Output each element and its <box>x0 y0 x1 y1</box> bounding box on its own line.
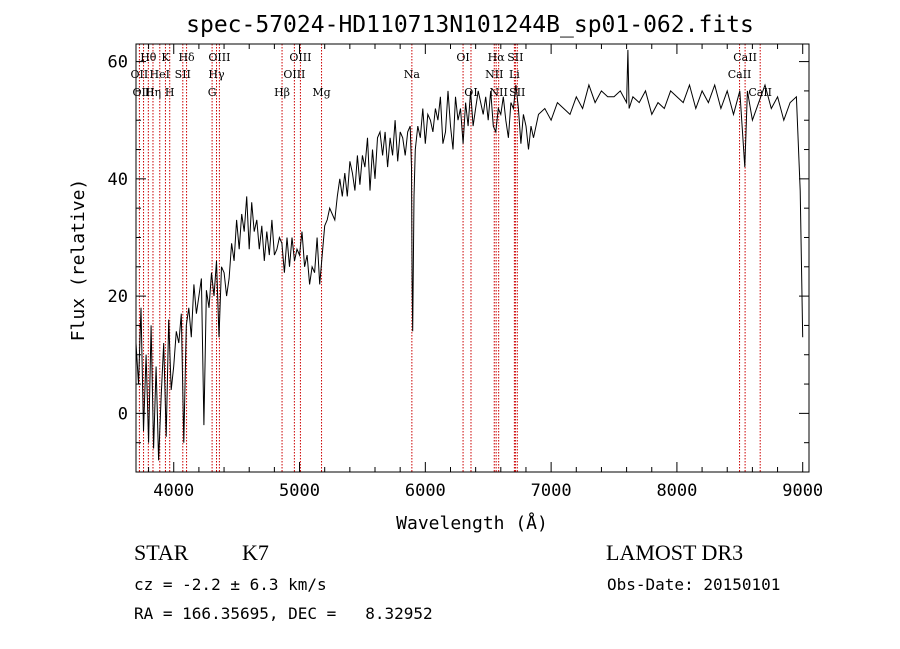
x-tick-label: 7000 <box>531 481 572 501</box>
line-label-26: CaII <box>728 68 752 81</box>
line-label-19: Hα <box>488 51 506 64</box>
plot-frame <box>135 43 810 473</box>
x-tick-label: 5000 <box>279 481 320 501</box>
line-label-14: Hβ <box>274 86 290 99</box>
line-label-6: Hδ <box>178 51 195 64</box>
line-label-7: SII <box>175 68 191 81</box>
y-tick-label: 0 <box>118 404 128 424</box>
line-label-4: HeI <box>150 68 170 81</box>
x-tick-label: 8000 <box>656 481 697 501</box>
line-label-13: OIII <box>283 68 305 81</box>
y-tick-label: 20 <box>108 287 128 307</box>
line-label-22: Li <box>509 68 520 81</box>
object-type: STAR <box>134 540 189 565</box>
redshift-value: cz = -2.2 ± 6.3 km/s <box>134 575 327 594</box>
y-axis-label: Flux (relative) <box>68 179 89 342</box>
observation-date: Obs-Date: 20150101 <box>607 575 781 594</box>
line-label-15: Mg <box>312 86 330 99</box>
line-label-8: H <box>165 86 175 99</box>
survey-name: LAMOST DR3 <box>606 540 744 565</box>
line-label-23: NII <box>490 86 508 99</box>
line-label-21: NII <box>485 68 503 81</box>
x-tick-label: 9000 <box>782 481 823 501</box>
line-label-17: OI <box>456 51 469 64</box>
x-tick-label: 6000 <box>405 481 446 501</box>
emission-line-markers <box>138 44 761 472</box>
spectrum-line <box>135 49 804 461</box>
line-label-11: G <box>208 86 217 99</box>
line-label-16: Na <box>404 68 421 81</box>
line-label-24: SII <box>509 86 525 99</box>
x-tick-label: 4000 <box>153 481 194 501</box>
line-label-5: Hη <box>145 86 161 99</box>
line-label-1: OII <box>131 68 149 81</box>
chart-title: spec-57024-HD110713N101244B_sp01-062.fit… <box>186 12 754 38</box>
y-tick-label: 60 <box>108 53 128 73</box>
axis-ticks <box>136 44 809 473</box>
y-tick-label: 40 <box>108 170 128 190</box>
line-label-12: OIII <box>289 51 311 64</box>
line-label-25: CaII <box>733 51 757 64</box>
line-label-20: SII <box>507 51 523 64</box>
coordinates: RA = 166.35695, DEC = 8.32952 <box>134 604 433 623</box>
axis-tick-labels: 4000 5000 6000 7000 8000 9000 0 20 40 60 <box>108 53 824 501</box>
line-label-0: Hθ <box>140 51 157 64</box>
x-axis-label: Wavelength (Å) <box>396 512 548 534</box>
line-label-2: OIII <box>133 86 155 99</box>
line-label-10: Hγ <box>208 68 225 81</box>
spectral-subclass: K7 <box>242 540 269 565</box>
line-label-9: OIII <box>208 51 230 64</box>
line-label-3: K <box>161 51 170 64</box>
